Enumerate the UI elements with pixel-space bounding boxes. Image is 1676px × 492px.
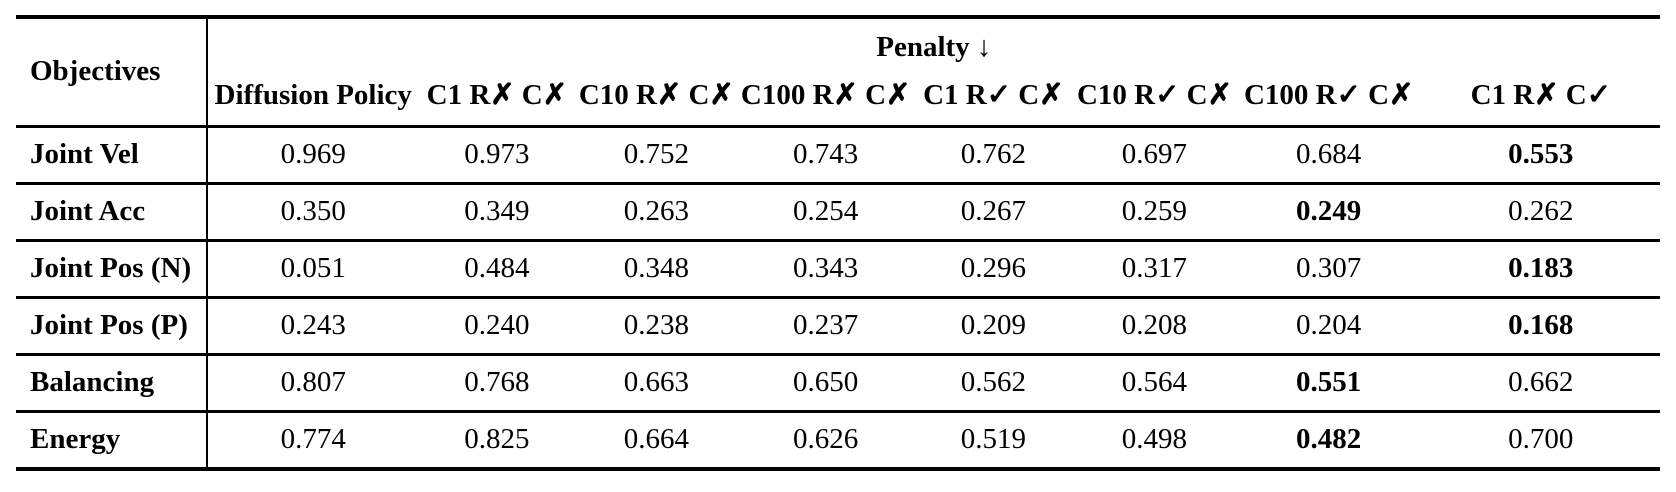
table-cell: 0.562 [960,366,1026,399]
table-cell: 0.238 [623,309,689,342]
table-cell: 0.317 [1121,252,1188,285]
table-cell: 0.209 [960,309,1026,342]
table-cell: 0.254 [793,195,859,228]
column-header-row: Diffusion Policy C1 R✗ C✗ C10 R✗ C✗ C100… [16,71,1660,128]
table-cell: 0.762 [960,138,1026,171]
table-row: Balancing 0.807 0.768 0.663 0.650 0.562 … [16,354,1660,412]
table-cell: 0.208 [1121,309,1188,342]
column-header-diffusion-policy: Diffusion Policy [206,71,419,128]
table-cell: 0.482 [1296,422,1362,455]
table-cell: 0.484 [464,252,530,285]
table-cell: 0.240 [464,309,530,342]
table-cell: 0.663 [623,366,689,399]
table-row: Joint Vel 0.969 0.973 0.752 0.743 0.762 … [16,126,1660,184]
table-cell: 0.564 [1121,366,1188,399]
row-label: Joint Pos (N) [16,240,208,298]
table-cell: 0.973 [464,138,530,171]
column-header-c1-rv-cx: C1 R✓ C✗ [913,71,1074,128]
table-cell: 0.348 [623,252,689,285]
column-header-c100-rv-cx: C100 R✓ C✗ [1235,71,1422,128]
row-label: Joint Pos (P) [16,297,208,355]
group-header-row: Objectives Penalty ↓ [16,17,1660,128]
table-row: Energy 0.774 0.825 0.664 0.626 0.519 0.4… [16,411,1660,469]
table-cell: 0.051 [280,252,346,285]
table-cell: 0.752 [623,138,689,171]
table-cell: 0.626 [793,422,859,455]
table-cell: 0.768 [464,366,530,399]
table-cell: 0.650 [793,366,859,399]
column-header-c10-rx-cx: C10 R✗ C✗ [574,71,738,128]
table-cell: 0.296 [960,252,1026,285]
table-cell: 0.553 [1508,138,1574,171]
table-cell: 0.969 [280,138,346,171]
table-cell: 0.243 [280,309,346,342]
table-row: Joint Pos (N) 0.051 0.484 0.348 0.343 0.… [16,240,1660,298]
table-cell: 0.700 [1508,422,1574,455]
table-cell: 0.743 [793,138,859,171]
table-cell: 0.237 [793,309,859,342]
table-cell: 0.664 [623,422,689,455]
table-cell: 0.259 [1121,195,1188,228]
table-cell: 0.267 [960,195,1026,228]
table-cell: 0.697 [1121,138,1188,171]
table-cell: 0.349 [464,195,530,228]
column-header-c1-rx-cv: C1 R✗ C✓ [1421,71,1660,128]
results-table: Objectives Penalty ↓ Diffusion Policy C1… [16,15,1660,471]
table-cell: 0.343 [793,252,859,285]
table-cell: 0.204 [1296,309,1362,342]
row-label: Balancing [16,354,208,412]
table-cell: 0.168 [1508,309,1574,342]
table-cell: 0.183 [1508,252,1574,285]
table-cell: 0.262 [1508,195,1574,228]
table-cell: 0.350 [280,195,346,228]
table-cell: 0.807 [280,366,346,399]
table-cell: 0.307 [1296,252,1362,285]
table-row: Joint Pos (P) 0.243 0.240 0.238 0.237 0.… [16,297,1660,355]
table-cell: 0.498 [1121,422,1188,455]
table-cell: 0.825 [464,422,530,455]
row-label: Joint Acc [16,183,208,241]
table-row: Joint Acc 0.350 0.349 0.263 0.254 0.267 … [16,183,1660,241]
penalty-group-header: Penalty ↓ [876,31,992,64]
corner-header: Objectives [16,17,208,128]
row-label: Joint Vel [16,126,208,184]
column-header-c100-rx-cx: C100 R✗ C✗ [737,71,914,128]
column-header-c10-rv-cx: C10 R✓ C✗ [1073,71,1236,128]
column-header-c1-rx-cx: C1 R✗ C✗ [418,71,575,128]
table-cell: 0.774 [280,422,346,455]
table-cell: 0.684 [1296,138,1362,171]
table-cell: 0.263 [623,195,689,228]
row-label: Energy [16,411,208,469]
table-cell: 0.519 [960,422,1026,455]
table-cell: 0.662 [1508,366,1574,399]
table-cell: 0.551 [1296,366,1362,399]
table-cell: 0.249 [1296,195,1362,228]
